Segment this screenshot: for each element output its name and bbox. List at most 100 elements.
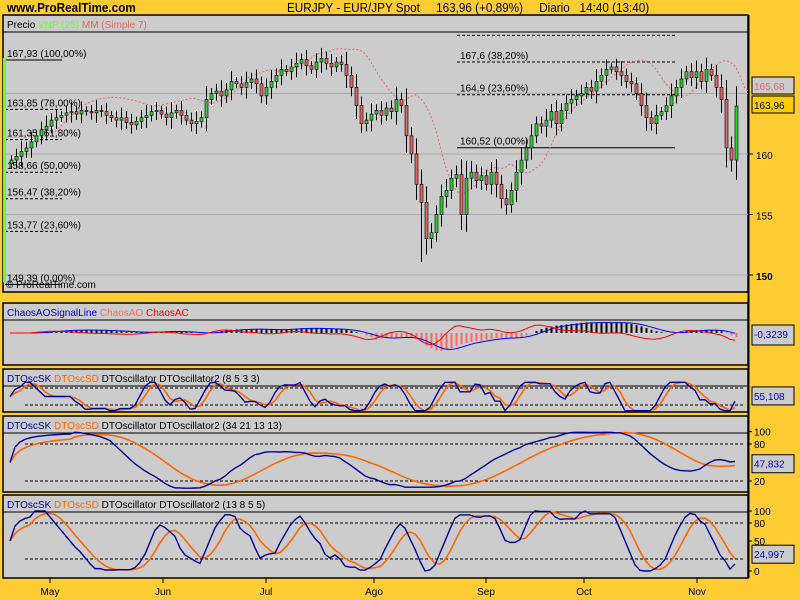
panel-legend: ChaosAOSignalLine ChaosAO ChaosAC	[7, 308, 189, 319]
candle	[654, 104, 659, 135]
legend-item: Precio	[7, 20, 36, 31]
candle	[244, 71, 249, 99]
fib-level-label: 158,66 (50,00%)	[7, 161, 81, 172]
candle	[649, 110, 654, 131]
candle-body	[394, 99, 399, 112]
candle-body	[129, 122, 134, 126]
candle-body	[164, 113, 169, 118]
candle	[319, 47, 324, 73]
candle	[694, 60, 699, 90]
candle-body	[449, 177, 454, 191]
candle-body	[114, 117, 119, 121]
candle-body	[234, 81, 239, 85]
candle	[454, 165, 459, 188]
legend-item: DTOscillator DTOscillator2 (13 8 5 5)	[99, 500, 265, 511]
candle	[564, 94, 569, 120]
candle-body	[124, 117, 129, 123]
candle	[614, 58, 619, 80]
x-tick-label: Sep	[477, 587, 495, 598]
candle-body	[194, 121, 199, 125]
price-last-value: 163,96	[754, 101, 785, 112]
candle-body	[134, 121, 139, 126]
candle-body	[264, 87, 269, 97]
candle-body	[419, 183, 424, 203]
x-tick-label: Nov	[688, 587, 706, 598]
candle	[489, 161, 494, 195]
candle-body	[79, 110, 84, 115]
candle-body	[669, 95, 674, 106]
candle-body	[454, 174, 459, 179]
sk-line	[9, 510, 736, 572]
candle	[164, 106, 169, 126]
candle-body	[529, 135, 534, 149]
candle-body	[99, 110, 104, 112]
candle-body	[594, 81, 599, 92]
candle	[509, 182, 514, 213]
candle-body	[299, 59, 304, 64]
candle-body	[259, 83, 264, 97]
candle-body	[509, 190, 514, 206]
candle-body	[539, 123, 544, 127]
candle	[89, 104, 94, 120]
candle-body	[244, 82, 249, 88]
mm-line	[54, 48, 751, 195]
candle	[314, 53, 319, 79]
candle-body	[39, 129, 44, 137]
candle	[609, 62, 614, 74]
candle-body	[139, 117, 144, 122]
candle	[274, 68, 279, 89]
candle-body	[179, 110, 184, 116]
chaos-last-value: -0,3239	[754, 330, 788, 341]
candle	[9, 155, 14, 169]
candle-body	[104, 111, 109, 116]
candle	[74, 105, 79, 120]
candle	[49, 113, 54, 134]
candle-body	[724, 99, 729, 149]
candle-body	[679, 78, 684, 88]
candle	[659, 106, 664, 120]
candle	[174, 104, 179, 119]
osc-last-value-box	[751, 544, 795, 564]
candle	[104, 102, 109, 125]
candle	[209, 88, 214, 105]
candle-body	[609, 66, 614, 70]
candle	[99, 104, 104, 118]
candle	[34, 130, 39, 148]
candle	[409, 126, 414, 164]
candle	[429, 222, 434, 249]
candle	[109, 110, 114, 123]
candle-body	[734, 105, 739, 161]
fib-level-label: 156,47 (38,20%)	[7, 188, 81, 199]
legend-item: DTOscSK	[7, 421, 52, 432]
candle	[499, 174, 504, 209]
candle	[664, 97, 669, 120]
candle	[129, 113, 134, 134]
candle	[149, 105, 154, 122]
candle-body	[589, 87, 594, 92]
candle	[719, 74, 724, 113]
candle-body	[464, 177, 469, 215]
sk-line	[9, 431, 736, 489]
sk-line	[9, 381, 736, 412]
candle	[699, 63, 704, 90]
candle	[709, 63, 714, 81]
candle	[519, 146, 524, 186]
osc-last-value: 55,108	[754, 392, 785, 403]
candle-body	[159, 110, 164, 115]
candle-body	[584, 87, 589, 94]
candle-body	[484, 175, 489, 185]
y-tick-label: 20	[754, 477, 766, 488]
candle-body	[709, 69, 714, 76]
fib-level-label: 163,85 (78,00%)	[7, 98, 81, 109]
candle-body	[284, 69, 289, 73]
candle-body	[684, 71, 689, 80]
candle	[464, 160, 469, 232]
candle-body	[269, 81, 274, 88]
candle-body	[324, 58, 329, 64]
candle-body	[414, 153, 419, 185]
mm-last-value-box	[751, 76, 795, 95]
candle	[44, 115, 49, 141]
candle	[84, 106, 89, 116]
candle-body	[334, 61, 339, 68]
